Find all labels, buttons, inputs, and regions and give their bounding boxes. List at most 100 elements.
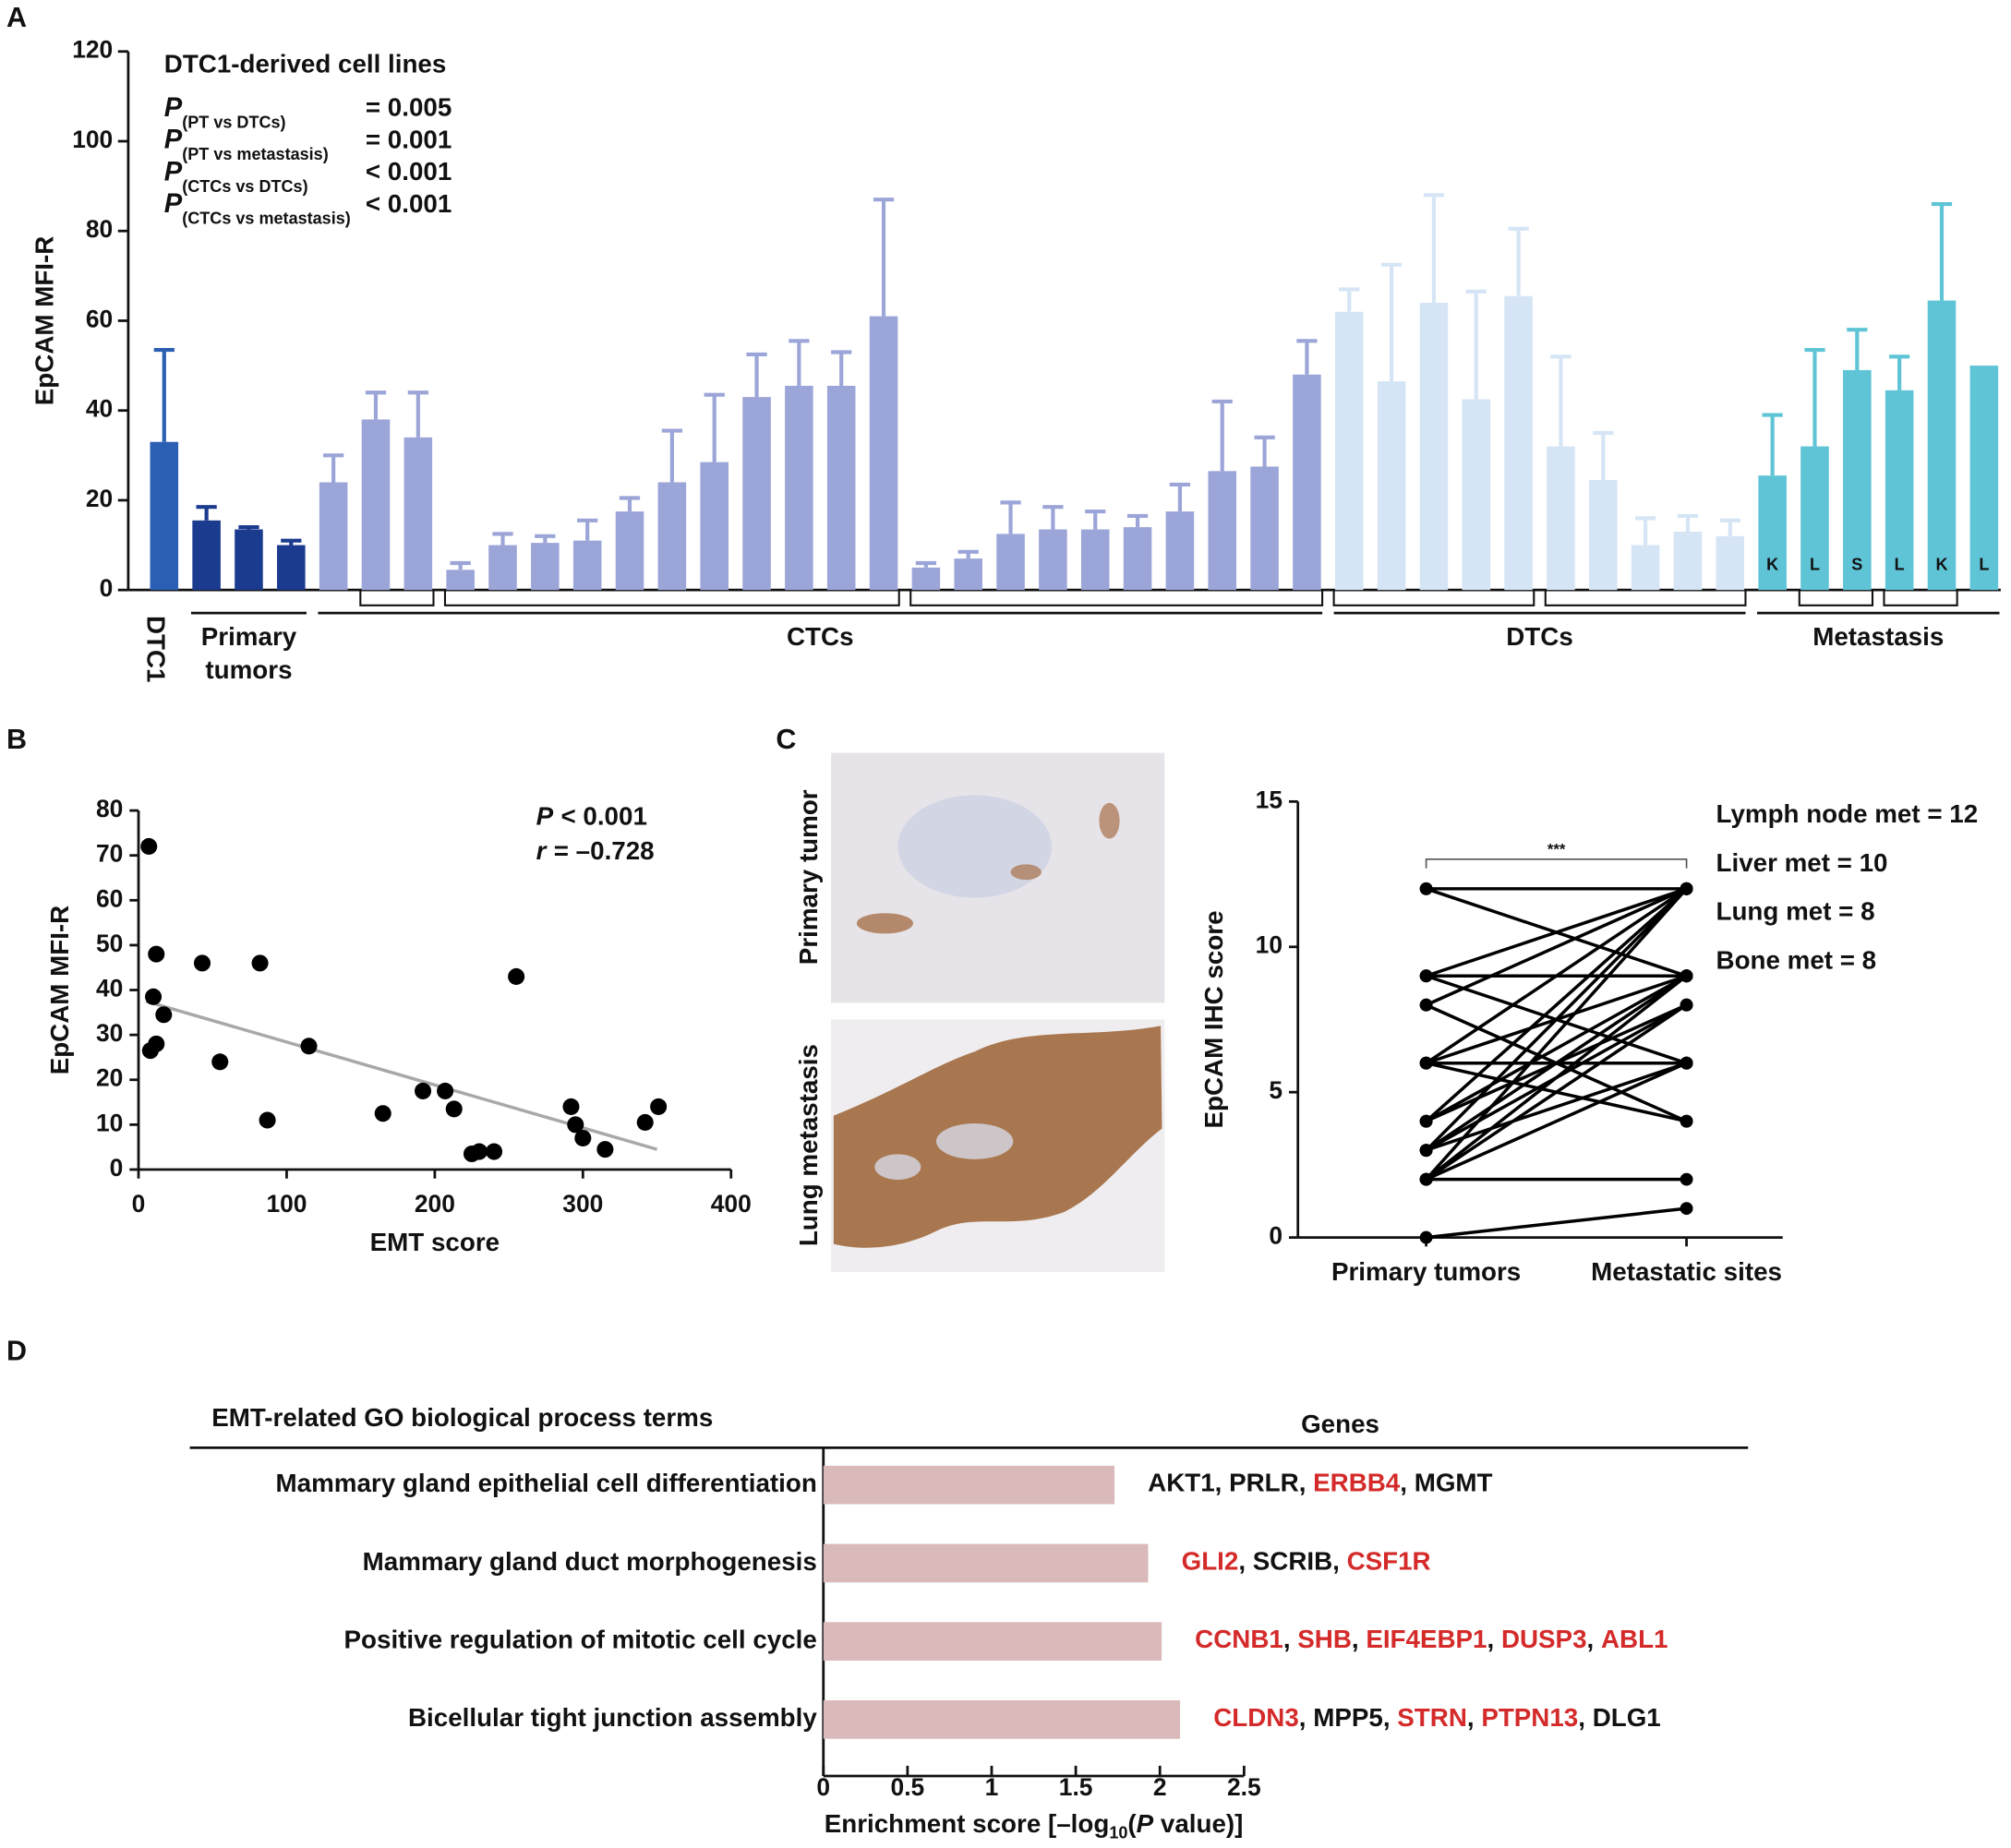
bar [192, 520, 221, 591]
y-tick-label: 0 [110, 1154, 124, 1182]
error-bar [450, 560, 471, 570]
error-bar [365, 390, 387, 420]
bar [1927, 300, 1957, 591]
gene-list: CLDN3, MPP5, STRN, PTPN13, DLG1 [1213, 1703, 1661, 1732]
error-bar [1042, 505, 1064, 530]
point [1419, 969, 1433, 983]
bar-label: L [1810, 556, 1820, 574]
gene: SCRIB [1253, 1547, 1332, 1576]
x-tick-label: 0 [132, 1190, 146, 1218]
y-tick-label: 60 [86, 305, 113, 332]
y-tick-label: 100 [72, 126, 113, 153]
image-stain [897, 795, 1053, 898]
y-tick-label: 0 [100, 574, 114, 602]
y-tick-label: 120 [72, 36, 113, 64]
gene-separator: , [1299, 1469, 1313, 1497]
y-tick-label: 50 [96, 930, 123, 957]
x-axis-title-part: ( [1127, 1810, 1137, 1839]
pair-line [1425, 887, 1688, 1152]
error-bar [323, 453, 344, 483]
bar [1631, 545, 1660, 591]
image-stain [874, 1154, 921, 1181]
bar [277, 545, 306, 591]
x-tick-label: 200 [415, 1190, 455, 1218]
point [211, 1053, 229, 1071]
group-label: Primary tumors [200, 623, 297, 685]
gene: DUSP3 [1501, 1626, 1587, 1654]
bracket [1332, 591, 1535, 606]
pair-line [1425, 887, 1688, 1065]
error-bar [535, 534, 556, 544]
point [1680, 882, 1693, 895]
stat-result: = 0.001 [366, 125, 452, 153]
bar-label: L [1979, 556, 1989, 574]
stat-subscript: (CTCs vs DTCs) [182, 177, 307, 196]
ihc-images [831, 752, 1165, 1273]
group-label: DTCs [1506, 623, 1573, 652]
bar [361, 419, 391, 591]
y-tick-label: 60 [96, 884, 123, 912]
point [574, 1129, 592, 1146]
x-axis-title-symbol: P [1137, 1810, 1154, 1839]
stat-symbol: P [164, 93, 183, 123]
bracket [359, 591, 435, 606]
gene-separator: , [1299, 1703, 1313, 1732]
stat-symbol: P [164, 126, 183, 155]
bar [488, 545, 517, 591]
gene: PRLR [1229, 1469, 1299, 1497]
x-tick-label: Metastatic sites [1591, 1257, 1782, 1286]
bracket [1544, 591, 1747, 606]
point [486, 1143, 503, 1160]
table-header: Genes [1301, 1410, 1379, 1438]
point [193, 954, 211, 972]
gene-list: AKT1, PRLR, ERBB4, MGMT [1148, 1469, 1492, 1497]
annotation: Bone met = 8 [1716, 945, 1877, 974]
annotation: Liver met = 10 [1716, 848, 1888, 877]
y-tick-label: 70 [96, 840, 123, 868]
error-bar [1508, 226, 1529, 296]
y-tick-label: 10 [96, 1109, 123, 1136]
error-bar [492, 532, 513, 546]
x-tick-label: 400 [711, 1190, 752, 1218]
gene: STRN [1397, 1703, 1467, 1732]
point [636, 1113, 654, 1131]
y-tick-label: 80 [96, 795, 123, 822]
stat-symbol: P [164, 189, 183, 219]
bar [823, 1543, 1149, 1583]
x-axis-title: EMT score [370, 1228, 500, 1256]
error-bar [619, 496, 641, 512]
y-tick-label: 15 [1256, 786, 1282, 813]
annotation: Lymph node met = 12 [1716, 799, 1979, 828]
stat-result: = 0.005 [366, 93, 452, 122]
point [155, 1006, 173, 1024]
bar [1250, 466, 1279, 591]
gene-separator: , [1587, 1626, 1601, 1654]
y-tick-label: 30 [96, 1019, 123, 1047]
bar [1419, 303, 1449, 591]
x-tick-label: Primary tumors [1331, 1257, 1521, 1286]
group-label: Metastasis [1812, 623, 1945, 652]
gene: MPP5 [1313, 1703, 1383, 1732]
point [1419, 1056, 1433, 1070]
error-bar [1550, 354, 1571, 447]
annotation: Lung met = 8 [1716, 897, 1875, 926]
gene: ABL1 [1601, 1626, 1668, 1654]
y-axis-title: EpCAM MFI-R [30, 236, 58, 406]
bar [1208, 471, 1237, 591]
gene-separator: , [1332, 1547, 1346, 1576]
category-label: Mammary gland duct morphogenesis [363, 1547, 817, 1576]
gene: AKT1 [1148, 1469, 1215, 1497]
error-bar [1000, 500, 1021, 534]
error-bar [1593, 430, 1614, 481]
gene: CCNB1 [1195, 1626, 1283, 1654]
point [148, 945, 165, 963]
x-tick-label: 0.5 [891, 1773, 925, 1801]
stat-annotation: P < 0.001 [536, 802, 647, 831]
bar [869, 316, 898, 591]
gene: SHB [1297, 1626, 1352, 1654]
point [1680, 1056, 1693, 1070]
error-bar [1126, 513, 1149, 528]
stat-symbol: r [536, 836, 548, 865]
y-tick-label: 80 [86, 215, 113, 243]
bar [1377, 381, 1406, 591]
